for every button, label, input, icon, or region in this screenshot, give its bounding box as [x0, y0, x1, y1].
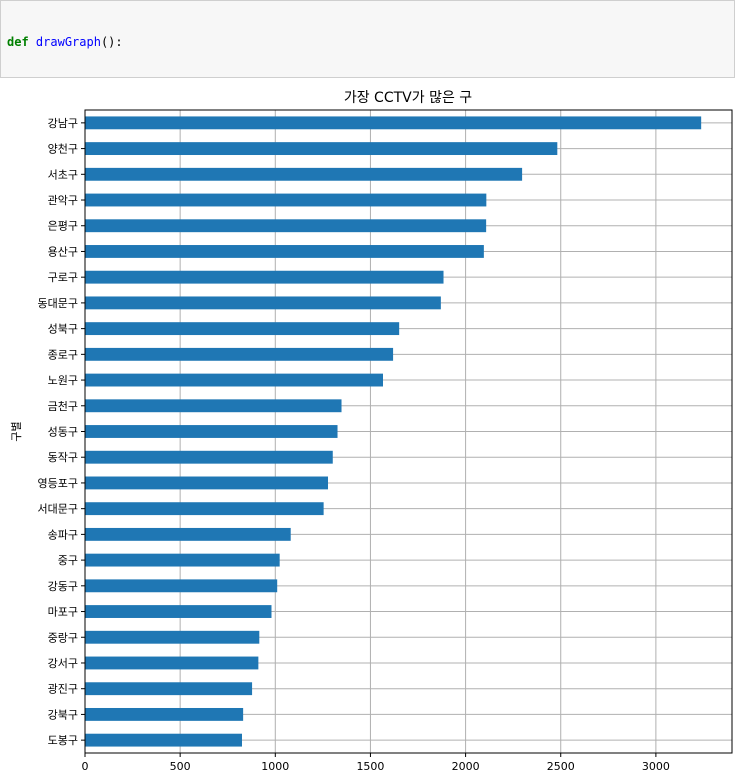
y-tick-label: 양천구	[48, 142, 78, 156]
bar	[85, 245, 484, 258]
barh-chart: 강남구양천구서초구관악구은평구용산구구로구동대문구성북구종로구노원구금천구성동구…	[10, 90, 733, 773]
bar	[85, 270, 444, 284]
y-tick-layer: 강남구양천구서초구관악구은평구용산구구로구동대문구성북구종로구노원구금천구성동구…	[38, 117, 85, 747]
bar	[85, 219, 487, 233]
y-tick-label: 서초구	[48, 168, 78, 181]
y-tick-label: 관악구	[48, 194, 78, 207]
y-tick-label: 노원구	[48, 374, 78, 387]
bar	[85, 682, 253, 696]
bar	[85, 322, 400, 336]
y-tick-label: 성북구	[48, 323, 78, 336]
x-tick-label: 1500	[356, 760, 384, 773]
y-tick-label: 중구	[58, 554, 78, 567]
x-tick-label: 2500	[547, 760, 575, 773]
bar	[85, 167, 523, 181]
y-tick-label: 서대문구	[38, 503, 78, 516]
x-tick-label: 0	[82, 760, 89, 773]
y-tick-label: 금천구	[48, 399, 78, 413]
y-tick-label: 영등포구	[38, 477, 78, 490]
code-cell[interactable]: def drawGraph(): data_result["소계"].sort_…	[0, 0, 735, 78]
x-tick-label: 2000	[452, 760, 480, 773]
x-tick-label: 1000	[261, 760, 289, 773]
bar	[85, 553, 280, 567]
y-tick-label: 동작구	[48, 451, 78, 464]
bar	[85, 502, 324, 516]
code-line-1: def drawGraph():	[7, 35, 123, 49]
bar	[85, 579, 278, 593]
y-tick-label: 송파구	[48, 528, 78, 541]
x-tick-label: 3000	[642, 760, 670, 773]
code-keyword-def: def	[7, 35, 29, 49]
bar	[85, 605, 272, 618]
y-tick-label: 강동구	[48, 580, 78, 593]
bar	[85, 373, 384, 387]
x-tick-layer: 0 500 1000 1500 2000 2500 3000	[82, 753, 670, 773]
bar	[85, 296, 441, 310]
y-tick-label: 종로구	[48, 348, 78, 361]
y-tick-label: 구로구	[48, 271, 78, 284]
y-tick-label: 중랑구	[48, 631, 78, 644]
chart-title: 가장 CCTV가 많은 구	[344, 90, 472, 106]
code-function-name: drawGraph	[35, 35, 101, 49]
y-tick-label: 광진구	[48, 683, 78, 696]
x-tick-label: 500	[170, 760, 191, 773]
bar	[85, 630, 260, 644]
bar	[85, 450, 333, 464]
bar	[85, 193, 487, 207]
y-axis-label: 구별	[10, 421, 23, 441]
y-tick-label: 은평구	[48, 220, 78, 233]
bar	[85, 347, 394, 361]
y-tick-label: 도봉구	[48, 734, 78, 747]
y-tick-label: 동대문구	[38, 297, 78, 310]
bar	[85, 399, 342, 413]
bar	[85, 656, 259, 670]
y-tick-label: 마포구	[48, 606, 78, 619]
bar-layer	[85, 116, 702, 747]
bar	[85, 425, 338, 438]
bar	[85, 116, 702, 130]
y-tick-label: 성동구	[48, 426, 78, 439]
bar	[85, 476, 329, 490]
bar	[85, 142, 558, 156]
y-tick-label: 용산구	[48, 245, 78, 258]
bar	[85, 733, 242, 747]
y-tick-label: 강남구	[48, 117, 78, 130]
bar	[85, 707, 244, 721]
bar	[85, 527, 291, 541]
y-tick-label: 강북구	[48, 708, 78, 721]
y-tick-label: 강서구	[48, 657, 78, 670]
